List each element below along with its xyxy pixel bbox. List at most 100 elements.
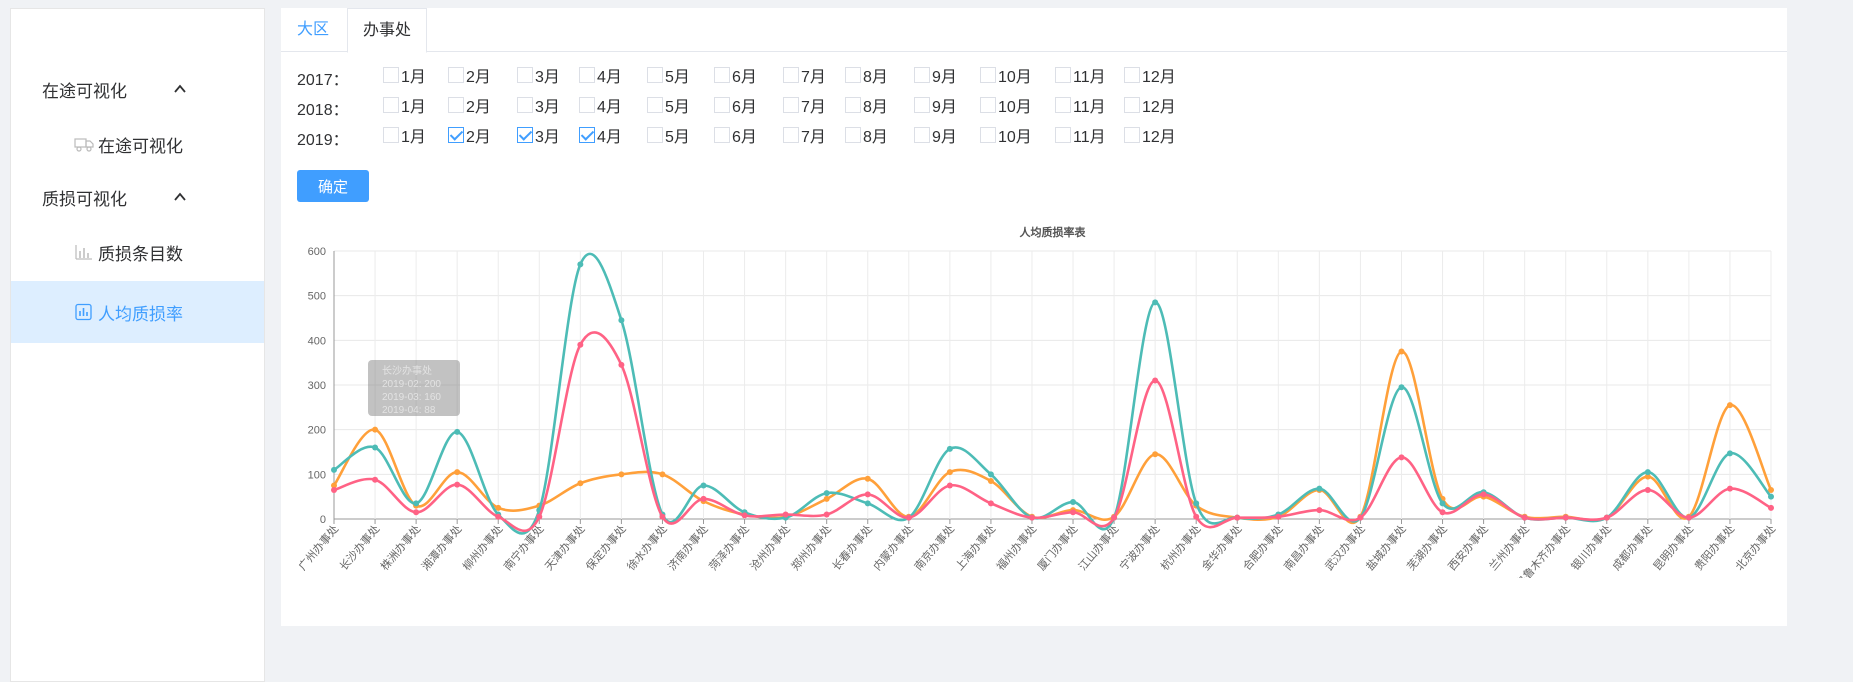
data-point[interactable]: [1193, 513, 1200, 520]
checkbox-box[interactable]: [1124, 97, 1140, 113]
month-checkbox[interactable]: 3月: [517, 64, 560, 86]
data-point[interactable]: [1644, 469, 1651, 476]
month-checkbox[interactable]: 6月: [714, 124, 757, 146]
data-point[interactable]: [413, 509, 420, 516]
data-point[interactable]: [659, 513, 666, 520]
data-point[interactable]: [1275, 513, 1282, 520]
data-point[interactable]: [454, 469, 461, 476]
data-point[interactable]: [536, 513, 543, 520]
checkbox-box[interactable]: [914, 97, 930, 113]
checkbox-box[interactable]: [980, 127, 996, 143]
data-point[interactable]: [659, 471, 666, 478]
data-point[interactable]: [1111, 514, 1118, 521]
checkbox-box[interactable]: [579, 97, 595, 113]
checkbox-box[interactable]: [845, 127, 861, 143]
data-point[interactable]: [413, 500, 420, 507]
month-checkbox[interactable]: 8月: [845, 64, 888, 86]
data-point[interactable]: [1768, 486, 1774, 493]
data-point[interactable]: [1644, 486, 1651, 493]
checkbox-box[interactable]: [714, 97, 730, 113]
data-point[interactable]: [372, 476, 379, 483]
checkbox-box[interactable]: [647, 97, 663, 113]
data-point[interactable]: [331, 466, 337, 473]
checkbox-box[interactable]: [980, 97, 996, 113]
month-checkbox[interactable]: 12月: [1124, 94, 1176, 116]
month-checkbox[interactable]: 5月: [647, 124, 690, 146]
data-point[interactable]: [987, 478, 994, 485]
month-checkbox[interactable]: 6月: [714, 64, 757, 86]
checkbox-box[interactable]: [783, 127, 799, 143]
data-point[interactable]: [987, 471, 994, 478]
checkbox-box[interactable]: [383, 97, 399, 113]
data-point[interactable]: [823, 490, 830, 497]
month-checkbox[interactable]: 5月: [647, 64, 690, 86]
month-checkbox[interactable]: 2月: [448, 64, 491, 86]
checkbox-box[interactable]: [647, 67, 663, 83]
confirm-button[interactable]: 确定: [297, 170, 369, 202]
data-point[interactable]: [1398, 348, 1405, 355]
checkbox-box[interactable]: [783, 67, 799, 83]
data-point[interactable]: [618, 317, 625, 324]
data-point[interactable]: [1521, 514, 1528, 521]
checkbox-box[interactable]: [579, 67, 595, 83]
checkbox-box[interactable]: [783, 97, 799, 113]
month-checkbox[interactable]: 12月: [1124, 124, 1176, 146]
data-point[interactable]: [946, 445, 953, 452]
data-point[interactable]: [1193, 500, 1200, 507]
data-point[interactable]: [905, 514, 912, 521]
data-point[interactable]: [1439, 500, 1446, 507]
checkbox-box[interactable]: [914, 67, 930, 83]
data-point[interactable]: [987, 500, 994, 507]
data-point[interactable]: [1398, 384, 1405, 391]
data-point[interactable]: [618, 361, 625, 368]
data-point[interactable]: [1685, 514, 1692, 521]
data-point[interactable]: [1234, 514, 1241, 521]
data-point[interactable]: [1152, 299, 1159, 306]
checkbox-box[interactable]: [448, 127, 464, 143]
month-checkbox[interactable]: 9月: [914, 94, 957, 116]
checkbox-box[interactable]: [714, 127, 730, 143]
menu-group-quality-loss[interactable]: 质损可视化: [11, 177, 264, 217]
data-point[interactable]: [1398, 454, 1405, 461]
checkbox-box[interactable]: [1055, 97, 1071, 113]
data-point[interactable]: [1316, 485, 1323, 492]
data-point[interactable]: [1070, 499, 1077, 506]
checkbox-box[interactable]: [517, 127, 533, 143]
sidebar-item-loss-count[interactable]: 质损条目数: [11, 221, 264, 283]
data-point[interactable]: [946, 482, 953, 489]
data-point[interactable]: [1316, 507, 1323, 514]
month-checkbox[interactable]: 3月: [517, 94, 560, 116]
checkbox-box[interactable]: [383, 67, 399, 83]
checkbox-box[interactable]: [714, 67, 730, 83]
data-point[interactable]: [1562, 514, 1569, 521]
data-point[interactable]: [741, 512, 748, 519]
data-point[interactable]: [1152, 377, 1159, 384]
data-point[interactable]: [1357, 514, 1364, 521]
checkbox-box[interactable]: [517, 97, 533, 113]
month-checkbox[interactable]: 1月: [383, 94, 426, 116]
month-checkbox[interactable]: 11月: [1055, 94, 1106, 116]
month-checkbox[interactable]: 2月: [448, 94, 491, 116]
month-checkbox[interactable]: 9月: [914, 64, 957, 86]
month-checkbox[interactable]: 3月: [517, 124, 560, 146]
checkbox-box[interactable]: [1055, 127, 1071, 143]
month-checkbox[interactable]: 7月: [783, 124, 826, 146]
data-point[interactable]: [1768, 504, 1774, 511]
data-point[interactable]: [700, 482, 707, 489]
month-checkbox[interactable]: 2月: [448, 124, 491, 146]
month-checkbox[interactable]: 4月: [579, 64, 622, 86]
data-point[interactable]: [454, 481, 461, 488]
data-point[interactable]: [864, 491, 871, 498]
month-checkbox[interactable]: 6月: [714, 94, 757, 116]
data-point[interactable]: [1028, 514, 1035, 521]
month-checkbox[interactable]: 4月: [579, 94, 622, 116]
checkbox-box[interactable]: [517, 67, 533, 83]
data-point[interactable]: [700, 495, 707, 502]
sidebar-item-loss-rate[interactable]: 人均质损率: [11, 281, 264, 343]
checkbox-box[interactable]: [845, 97, 861, 113]
month-checkbox[interactable]: 7月: [783, 64, 826, 86]
month-checkbox[interactable]: 10月: [980, 64, 1032, 86]
checkbox-box[interactable]: [980, 67, 996, 83]
data-point[interactable]: [823, 511, 830, 518]
data-point[interactable]: [495, 504, 502, 511]
